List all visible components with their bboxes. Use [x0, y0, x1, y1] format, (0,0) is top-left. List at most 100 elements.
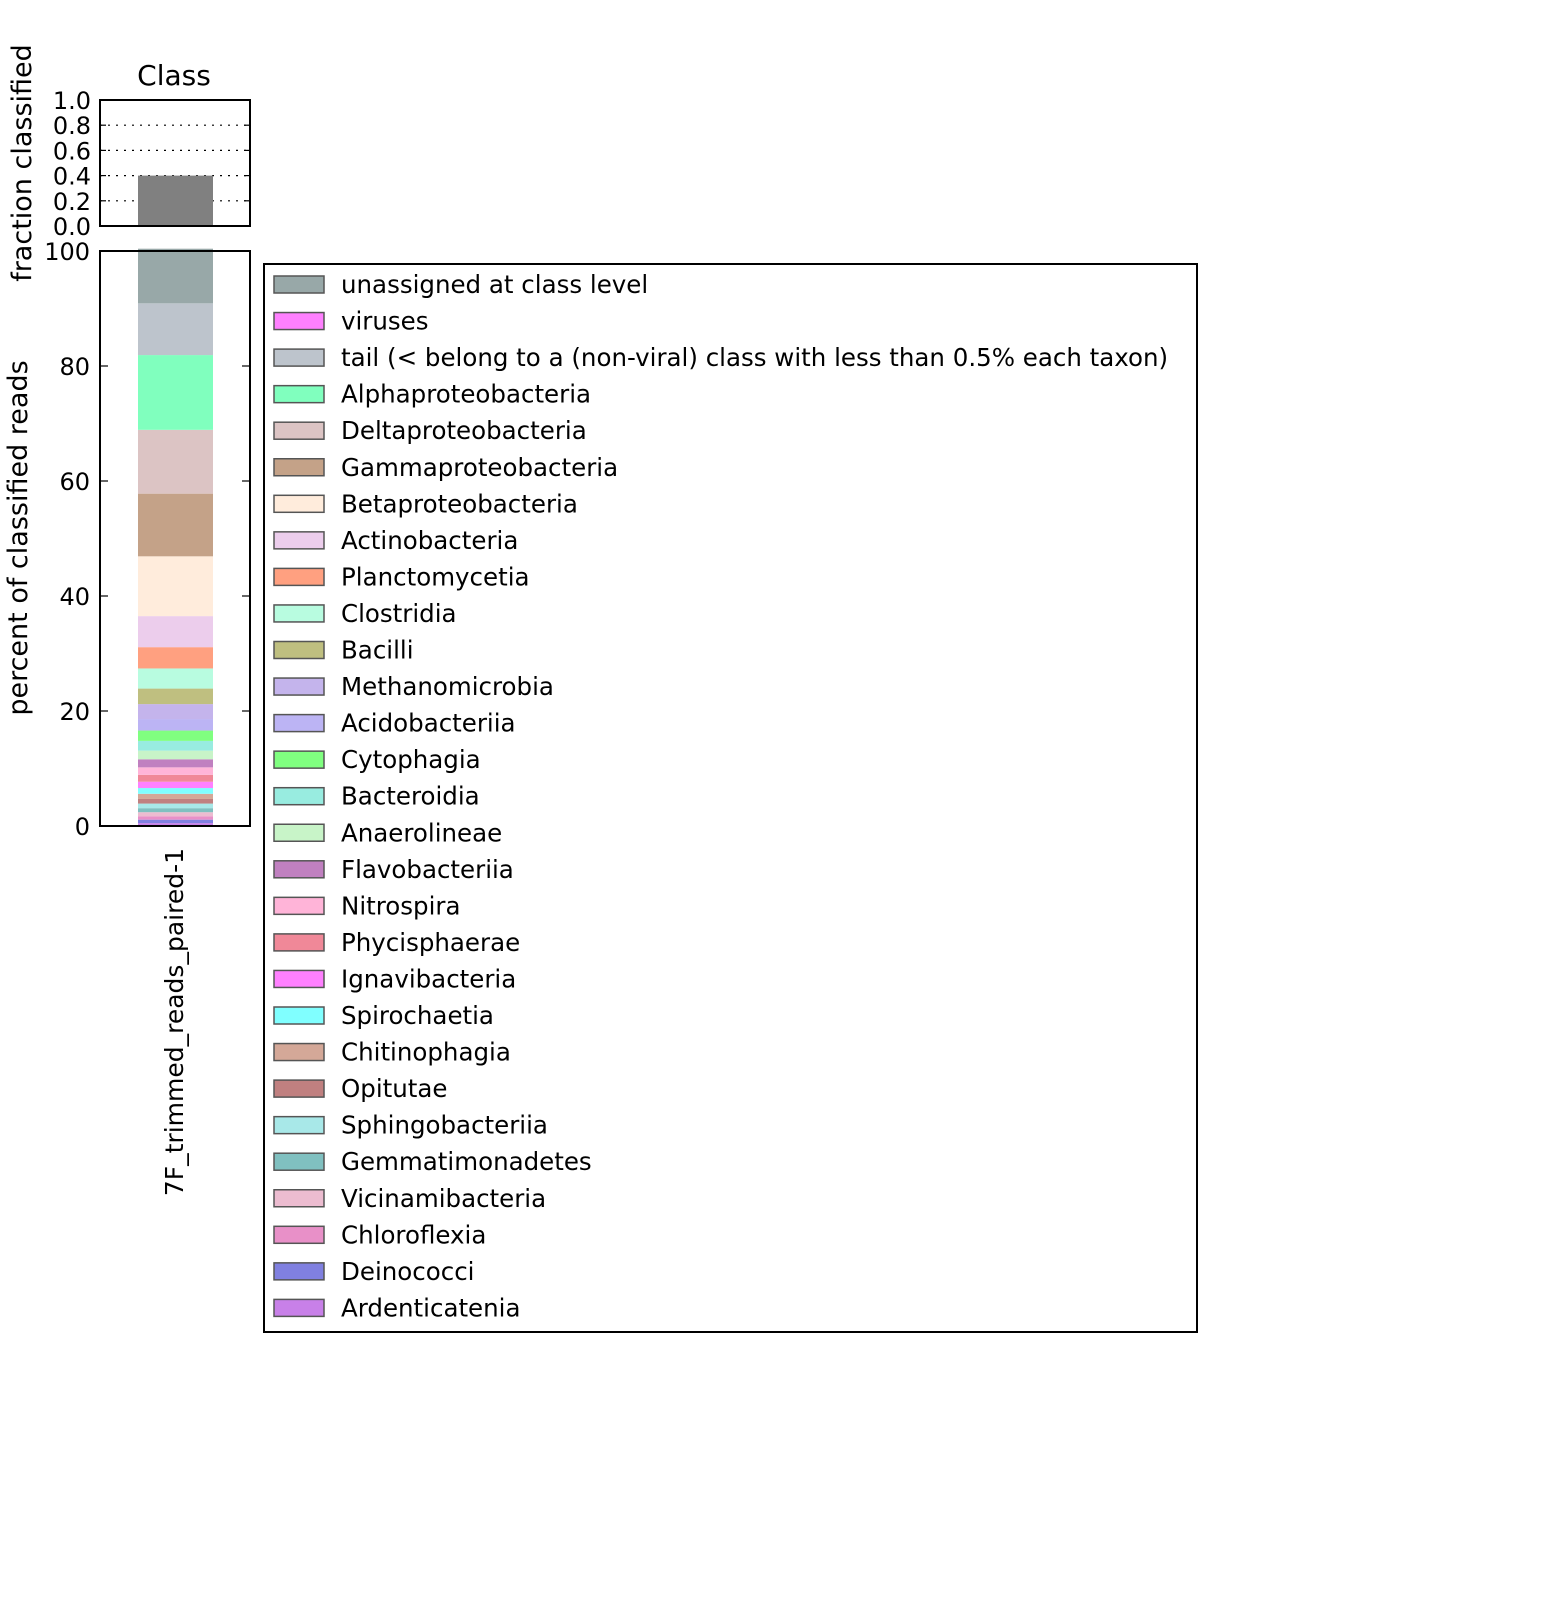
legend-swatch [273, 1115, 325, 1135]
legend-label: Ignavibacteria [341, 964, 516, 993]
stacked-segment [138, 740, 213, 751]
legend-swatch [273, 713, 325, 733]
legend-label: tail (< belong to a (non-viral) class wi… [341, 343, 1168, 372]
legend-entry: Acidobacteriia [273, 709, 516, 738]
stacked-segment [138, 812, 213, 817]
stacked-segment [138, 788, 213, 794]
legend-swatch [273, 494, 325, 514]
stacked-segment [138, 823, 213, 826]
top-panel: Class 0.00.20.40.60.81.0 fraction classi… [7, 44, 251, 282]
top-bar [138, 175, 213, 226]
legend-entry: Anaerolineae [273, 818, 502, 847]
stacked-segment [138, 248, 213, 304]
legend-entry: Vicinamibacteria [273, 1184, 546, 1213]
legend-swatch [273, 531, 325, 550]
legend-label: Chloroflexia [341, 1220, 486, 1249]
legend-label: Deinococci [341, 1257, 474, 1286]
legend-entry: Planctomycetia [273, 562, 530, 591]
legend-label: Vicinamibacteria [341, 1184, 546, 1213]
bottom-panel: 0 20 40 60 80 100 percent of classified reads… [3, 238, 251, 1196]
legend-label: Anaerolineae [341, 818, 502, 847]
legend-label: Alphaproteobacteria [341, 380, 591, 409]
legend-swatch [273, 1079, 325, 1098]
legend-swatch [273, 640, 325, 660]
legend-swatch [273, 1298, 325, 1318]
legend-label: Actinobacteria [341, 526, 518, 555]
top-y-tick-label: 0.4 [53, 163, 91, 191]
top-axes-frame [99, 99, 251, 227]
legend-entry: Bacteroidia [273, 782, 480, 811]
legend: unassigned at class level viruses tail (< … [263, 263, 1198, 1333]
stacked-segment [138, 759, 213, 768]
legend-label: Spirochaetia [341, 1001, 494, 1030]
stacked-segment [138, 704, 213, 720]
legend-label: unassigned at class level [341, 270, 648, 299]
stacked-segment [138, 798, 213, 804]
legend-entry: Chloroflexia [273, 1220, 486, 1249]
legend-swatch [273, 750, 325, 769]
stacked-segment [138, 793, 213, 799]
legend-label: Methanomicrobia [341, 672, 554, 701]
legend-label: Flavobacteriia [341, 855, 514, 884]
legend-label: Planctomycetia [341, 562, 530, 591]
legend-entry: Ardenticatenia [273, 1293, 520, 1322]
legend-swatch [273, 823, 325, 842]
legend-entry: Nitrospira [273, 891, 460, 920]
stacked-segment [138, 774, 213, 782]
stacked-segment [138, 816, 213, 820]
top-gridlines [100, 124, 250, 202]
legend-label: Clostridia [341, 599, 457, 628]
legend-entry: Bacilli [273, 636, 414, 665]
legend-entry: Flavobacteriia [273, 855, 514, 884]
legend-swatch [273, 384, 325, 404]
legend-label: Sphingobacteriia [341, 1111, 548, 1140]
legend-frame [263, 263, 1198, 1333]
legend-label: Opitutae [341, 1074, 447, 1103]
legend-entry: Actinobacteria [273, 526, 518, 555]
stacked-segment [138, 688, 213, 705]
stacked-segment [138, 616, 213, 648]
legend-label: Phycisphaerae [341, 928, 520, 957]
legend-entry: Sphingobacteriia [273, 1111, 548, 1140]
legend-label: Betaproteobacteria [341, 489, 578, 518]
legend-entry: Alphaproteobacteria [273, 380, 591, 409]
legend-entry: viruses [273, 307, 429, 336]
legend-label: Bacteroidia [341, 782, 480, 811]
legend-label: Chitinophagia [341, 1038, 511, 1067]
legend-swatch [273, 311, 325, 331]
legend-swatch [273, 604, 325, 623]
legend-swatch [273, 1225, 325, 1245]
stacked-segment [138, 429, 213, 494]
legend-swatch [273, 421, 325, 440]
stacked-segment [138, 303, 213, 356]
stacked-segment [138, 803, 213, 809]
bottom-stacked-bars [138, 248, 213, 826]
bottom-y-tick-label: 40 [59, 583, 90, 611]
top-bars [138, 175, 213, 226]
x-tick-label-sample: 7F_trimmed_reads_paired-1 [160, 848, 189, 1196]
stacked-segment [138, 767, 213, 775]
stacked-segment [138, 719, 213, 731]
legend-label: viruses [341, 307, 429, 336]
top-y-tick-label: 0.0 [53, 213, 91, 241]
bottom-y-tick-label: 100 [44, 238, 90, 266]
top-y-tick-label: 0.6 [53, 137, 91, 165]
bottom-y-tick-label: 60 [59, 468, 90, 496]
legend-swatch [273, 969, 325, 989]
legend-entry: Chitinophagia [273, 1038, 511, 1067]
legend-items: unassigned at class level viruses tail (< … [273, 270, 1168, 1322]
legend-swatch [273, 860, 325, 879]
legend-label: Nitrospira [341, 891, 460, 920]
legend-label: Acidobacteriia [341, 709, 516, 738]
legend-swatch [273, 933, 325, 952]
legend-entry: Deinococci [273, 1257, 474, 1286]
stacked-segment [138, 355, 213, 430]
legend-label: Gammaproteobacteria [341, 453, 618, 482]
stacked-segment [138, 819, 213, 824]
bottom-y-tick-label: 20 [59, 698, 90, 726]
legend-swatch [273, 458, 325, 477]
top-y-tick-label: 0.8 [53, 112, 91, 140]
legend-entry: Cytophagia [273, 745, 481, 774]
legend-entry: Opitutae [273, 1074, 447, 1103]
top-y-axis-label: fraction classified [7, 44, 38, 282]
